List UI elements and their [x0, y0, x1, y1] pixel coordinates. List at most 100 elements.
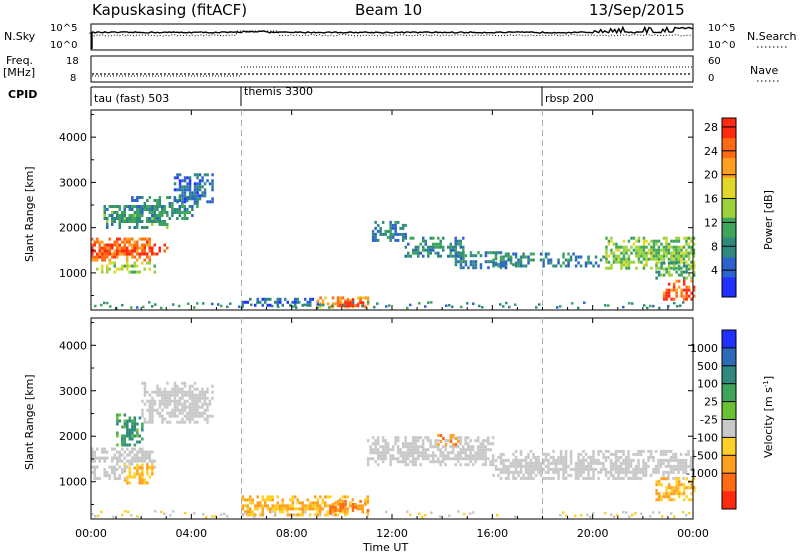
velocity-cell: [266, 507, 269, 511]
velocity-cell: [171, 414, 174, 418]
velocity-cell: [454, 463, 457, 467]
velocity-cell: [131, 437, 134, 441]
velocity-cell: [96, 456, 99, 460]
velocity-cell: [679, 458, 683, 462]
velocity-cell: [476, 445, 480, 449]
power-cell: [667, 248, 671, 252]
velocity-cell: [599, 449, 603, 453]
power-cell: [687, 273, 691, 277]
velocity-cell: [118, 459, 121, 463]
velocity-cell: [191, 414, 194, 418]
velocity-cell: [617, 449, 620, 453]
velocity-cell: [404, 445, 407, 449]
power-cell: [672, 248, 676, 252]
velocity-cell: [577, 461, 580, 465]
velocity-cell: [627, 461, 630, 465]
velocity-cell: [449, 451, 452, 455]
power-cell: [657, 245, 661, 249]
power-cell: [111, 211, 114, 214]
velocity-cell: [168, 420, 172, 424]
velocity-cell: [203, 390, 207, 394]
power-cell: [429, 248, 432, 252]
velocity-cell: [131, 431, 134, 435]
velocity-cell: [196, 420, 199, 424]
velocity-cell: [682, 492, 686, 496]
power-cell: [123, 205, 126, 208]
velocity-cell: [168, 396, 172, 400]
velocity-cell: [502, 464, 505, 468]
velocity-cell: [619, 449, 623, 453]
velocity-cell: [587, 467, 590, 471]
velocity-cell: [669, 467, 673, 471]
velocity-cell: [507, 464, 510, 468]
velocity-cell: [519, 452, 523, 456]
velocity-cell: [662, 495, 666, 499]
power-cell: [193, 200, 197, 204]
velocity-cell: [93, 468, 96, 472]
velocity-cell: [469, 445, 472, 449]
power-cell: [118, 226, 121, 229]
velocity-cell: [148, 459, 151, 463]
power-cell: [161, 223, 164, 226]
velocity-cell: [381, 454, 385, 458]
power-cell: [662, 248, 666, 252]
velocity-cell: [499, 467, 503, 471]
velocity-cell: [544, 455, 548, 459]
velocity-cell: [411, 445, 415, 449]
velocity-cell: [401, 445, 405, 449]
velocity-cell: [191, 417, 194, 421]
velocity-cell: [517, 464, 520, 468]
velocity-cell: [639, 452, 643, 456]
power-cell: [339, 299, 342, 303]
velocity-cell: [434, 442, 437, 446]
velocity-cell: [176, 405, 179, 409]
velocity-cell: [655, 498, 658, 502]
velocity-cell: [111, 459, 114, 463]
velocity-cell: [677, 492, 681, 496]
power-cell: [680, 257, 683, 261]
velocity-cell: [599, 467, 603, 471]
velocity-cell: [662, 473, 665, 477]
velocity-cell: [198, 399, 202, 403]
velocity-cell: [186, 405, 189, 409]
velocity-cell: [667, 483, 671, 487]
power-cell: [141, 249, 144, 253]
power-cell: [401, 226, 405, 230]
power-cell: [507, 258, 510, 262]
velocity-cell: [452, 443, 455, 446]
velocity-cell: [108, 477, 111, 481]
noise-left-tick-bottom: 10^0: [50, 40, 77, 51]
velocity-cell: [547, 461, 550, 465]
velocity-cell: [614, 470, 618, 474]
velocity-cell: [116, 422, 119, 426]
velocity-cell: [449, 437, 453, 440]
velocity-cell: [163, 512, 166, 516]
velocity-cell: [404, 463, 407, 467]
power-cell: [143, 252, 146, 256]
power-cell: [153, 252, 156, 256]
power-cell: [201, 191, 204, 195]
y-tick-label: 1000: [59, 267, 87, 280]
power-cell: [587, 258, 590, 262]
velocity-cell: [642, 470, 645, 474]
velocity-cell: [128, 475, 132, 479]
power-colorbar-tick-label: 24: [704, 145, 718, 158]
power-cell: [650, 254, 653, 258]
power-cell: [304, 297, 307, 301]
power-cell: [389, 235, 392, 239]
power-cell: [665, 267, 668, 271]
velocity-cell: [524, 464, 528, 468]
x-tick-label: 16:00: [476, 527, 508, 540]
velocity-cell: [674, 458, 678, 462]
power-cell: [631, 302, 634, 305]
power-cell: [311, 297, 314, 301]
power-cell: [186, 197, 189, 201]
velocity-cell: [481, 451, 485, 455]
power-cell: [642, 254, 646, 258]
velocity-colorbar-tick-label: 1000: [690, 342, 718, 355]
velocity-cell: [439, 515, 442, 518]
velocity-cell: [161, 399, 164, 403]
velocity-cell: [391, 445, 395, 449]
power-cell: [487, 260, 490, 264]
velocity-cell: [264, 501, 267, 505]
